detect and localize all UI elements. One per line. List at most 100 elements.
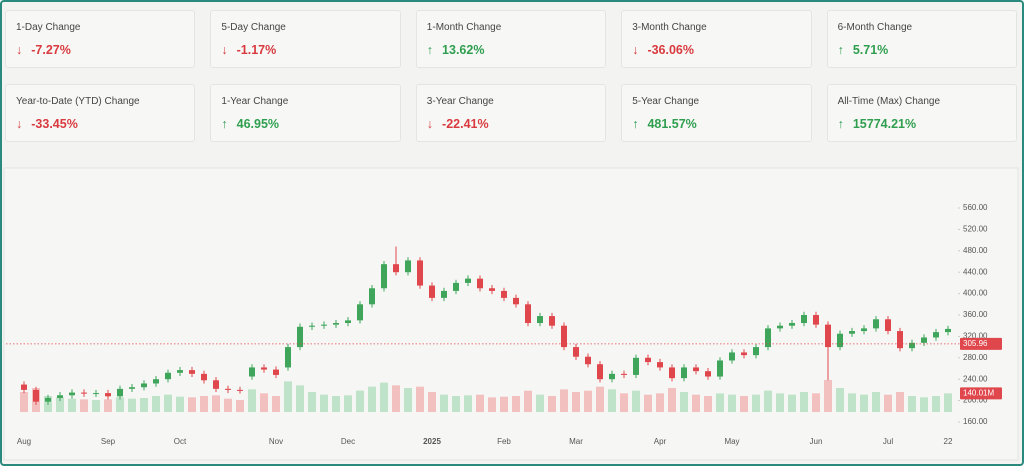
last-volume-label: 140.01M: [963, 388, 994, 397]
change-value: -1.17%: [236, 43, 277, 57]
card-label: All-Time (Max) Change: [837, 96, 941, 107]
volume-bar: [272, 396, 280, 412]
candle-body: [669, 367, 675, 379]
volume-bar: [548, 396, 556, 412]
card-label: 5-Year Change: [632, 96, 700, 107]
volume-bar: [200, 396, 208, 412]
candle-body: [549, 316, 555, 326]
candle-body: [93, 393, 99, 395]
volume-bar: [584, 390, 592, 412]
volume-bar: [392, 385, 400, 412]
candle-body: [489, 288, 495, 291]
volume-bar: [632, 390, 640, 412]
volume-bar: [164, 394, 172, 412]
volume-bar: [56, 397, 64, 412]
volume-bar: [560, 389, 568, 412]
change-card: 5-Day Change ↓ -1.17%: [210, 10, 401, 68]
candle-body: [465, 278, 471, 283]
candle-body: [309, 325, 315, 327]
candle-body: [405, 260, 411, 273]
x-tick-label: 22: [944, 437, 953, 446]
candle-body: [513, 297, 519, 305]
candle-body: [333, 323, 339, 325]
card-value: ↑ 5.71%: [838, 43, 1006, 57]
x-tick-label: Nov: [269, 437, 283, 446]
candle-body: [393, 264, 399, 273]
card-value: ↓ -22.41%: [427, 117, 595, 131]
candle-body: [165, 372, 171, 380]
candle-body: [297, 326, 303, 348]
candle-body: [69, 392, 75, 396]
x-tick-label: 2025: [423, 437, 441, 446]
candle-body: [825, 324, 831, 348]
card-label: 3-Month Change: [632, 22, 707, 33]
change-card: 3-Year Change ↓ -22.41%: [415, 84, 607, 142]
card-value: ↓ -36.06%: [632, 43, 800, 57]
last-volume-tag: [960, 387, 1002, 400]
x-tick-label: Aug: [17, 437, 31, 446]
volume-bar: [800, 392, 808, 412]
y-tick-label: 520.00: [963, 225, 988, 234]
candle-body: [657, 362, 663, 368]
volume-bar: [704, 396, 712, 412]
candle-body: [645, 357, 651, 363]
candle-body: [573, 347, 579, 357]
volume-bar: [104, 399, 112, 412]
candle-body: [705, 371, 711, 377]
card-value: ↑ 15774.21%: [838, 117, 1006, 131]
candle-body: [453, 282, 459, 291]
candle-body: [213, 380, 219, 389]
candle-body: [285, 347, 291, 368]
volume-bar: [284, 381, 292, 412]
candle-body: [837, 333, 843, 348]
x-tick-label: Mar: [569, 437, 583, 446]
y-tick-label: 560.00: [963, 203, 988, 212]
change-value: 5.71%: [852, 43, 889, 57]
x-tick-label: May: [724, 437, 739, 446]
change-card: All-Time (Max) Change ↑ 15774.21%: [826, 84, 1017, 142]
change-card: 5-Year Change ↑ 481.57%: [621, 84, 812, 142]
candle-body: [117, 388, 123, 397]
x-tick-label: Jul: [883, 437, 893, 446]
candle-body: [189, 370, 195, 374]
volume-bar: [716, 393, 724, 412]
card-value: ↑ 13.62%: [427, 43, 595, 57]
change-value: -22.41%: [442, 117, 489, 131]
volume-bar: [248, 389, 256, 412]
change-card: 6-Month Change ↑ 5.71%: [826, 10, 1017, 68]
candle-body: [201, 373, 207, 381]
volume-bar: [788, 394, 796, 412]
volume-bar: [296, 385, 304, 412]
y-tick-label: 440.00: [963, 267, 988, 276]
candle-body: [477, 278, 483, 289]
change-value: 13.62%: [442, 43, 485, 57]
change-card: Year-to-Date (YTD) Change ↓ -33.45%: [5, 84, 196, 142]
last-price-tag: [960, 337, 1002, 350]
card-label: Year-to-Date (YTD) Change: [16, 96, 140, 107]
arrow: ↓: [16, 43, 23, 57]
candle-body: [525, 304, 531, 324]
volume-bar: [692, 394, 700, 412]
volume-bar: [836, 388, 844, 412]
candle-body: [849, 331, 855, 334]
change-value: 481.57%: [647, 117, 697, 131]
candle-body: [417, 260, 423, 286]
card-value: ↓ -33.45%: [16, 117, 184, 131]
volume-bar: [380, 382, 388, 412]
candle-body: [717, 360, 723, 377]
volume-bar: [944, 393, 952, 412]
y-tick-label: 400.00: [963, 289, 988, 298]
volume-bar: [404, 388, 412, 412]
candle-body: [21, 384, 27, 390]
volume-bar: [488, 397, 496, 412]
candle-body: [153, 379, 159, 384]
candle-body: [885, 319, 891, 332]
candle-body: [177, 370, 183, 373]
volume-bar: [608, 389, 616, 412]
candle-body: [681, 367, 687, 379]
candle-body: [237, 389, 243, 391]
change-value: -33.45%: [31, 117, 78, 131]
arrow: ↑: [632, 117, 639, 131]
candle-body: [729, 352, 735, 361]
